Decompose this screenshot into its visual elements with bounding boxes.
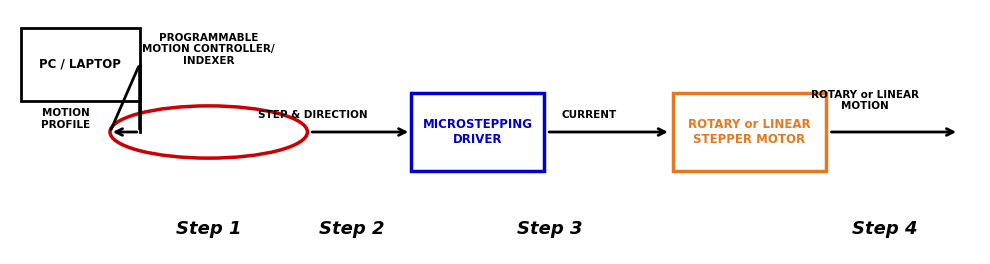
Text: ROTARY or LINEAR
MOTION: ROTARY or LINEAR MOTION (811, 90, 919, 111)
Text: ROTARY or LINEAR
STEPPER MOTOR: ROTARY or LINEAR STEPPER MOTOR (688, 118, 811, 146)
Text: Step 4: Step 4 (852, 220, 918, 238)
FancyBboxPatch shape (411, 93, 544, 171)
Text: PC / LAPTOP: PC / LAPTOP (40, 58, 122, 70)
Text: CURRENT: CURRENT (561, 110, 617, 120)
Text: MOTION
PROFILE: MOTION PROFILE (41, 108, 90, 130)
Text: Step 3: Step 3 (517, 220, 582, 238)
Text: Step 1: Step 1 (176, 220, 242, 238)
Circle shape (110, 106, 308, 158)
Text: Step 2: Step 2 (319, 220, 384, 238)
Text: STEP & DIRECTION: STEP & DIRECTION (257, 110, 367, 120)
Text: PROGRAMMABLE
MOTION CONTROLLER/
INDEXER: PROGRAMMABLE MOTION CONTROLLER/ INDEXER (143, 33, 275, 66)
FancyBboxPatch shape (672, 93, 826, 171)
Text: MICROSTEPPING
DRIVER: MICROSTEPPING DRIVER (423, 118, 533, 146)
FancyBboxPatch shape (21, 27, 140, 101)
